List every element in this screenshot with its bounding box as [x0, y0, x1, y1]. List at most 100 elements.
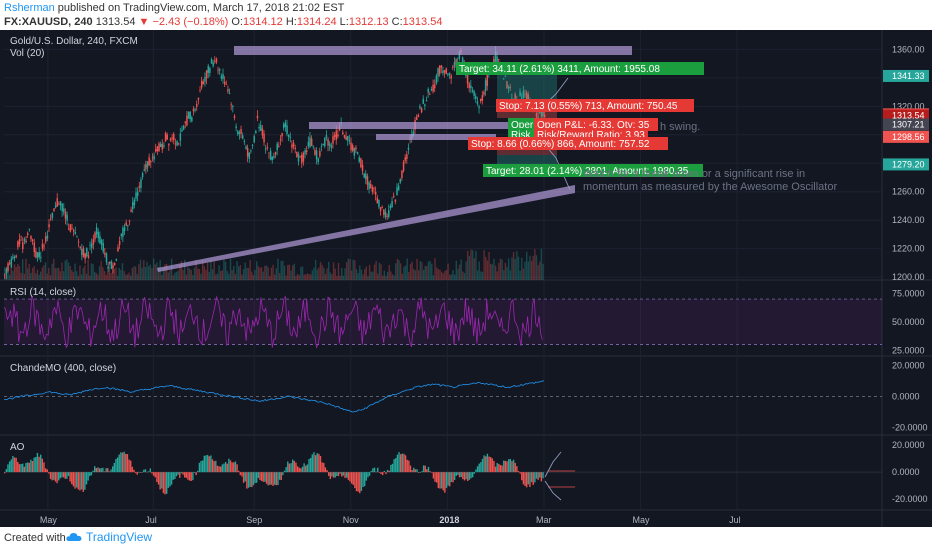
candle-body	[361, 164, 364, 172]
volume-bar	[143, 260, 145, 280]
candle-body	[128, 220, 131, 222]
volume-bar	[395, 263, 397, 280]
volume-bar	[74, 263, 76, 280]
candle-body	[301, 154, 303, 164]
ao-bar	[95, 467, 98, 473]
ao-bar	[103, 471, 106, 473]
candle-body	[120, 234, 123, 236]
x-tick-label: May	[40, 515, 58, 525]
ao-bar	[426, 469, 428, 473]
candle-body	[268, 152, 270, 154]
ao-bar	[311, 454, 314, 473]
x-tick-label: Jul	[729, 515, 741, 525]
ao-bar	[15, 457, 17, 473]
price-tick-label: 1260.00	[892, 187, 925, 197]
candle-body	[294, 147, 297, 149]
volume-bar	[39, 271, 42, 280]
ao-bar	[288, 463, 291, 473]
ao-bar	[326, 470, 328, 473]
ao-bar	[360, 472, 363, 491]
volume-bar	[337, 262, 340, 280]
tradingview-logo[interactable]: TradingView	[66, 530, 152, 544]
candle-body	[327, 139, 329, 146]
volume-bar	[522, 268, 525, 280]
volume-bar	[540, 248, 543, 280]
volume-bar	[449, 274, 451, 280]
candle-body	[127, 225, 129, 226]
rsi-tick-label: 25.0000	[892, 345, 925, 355]
candle-body	[502, 78, 505, 80]
chart-header: Rsherman published on TradingView.com, M…	[0, 0, 932, 30]
volume-bar	[527, 261, 530, 280]
volume-bar	[275, 268, 278, 280]
candle-body	[470, 85, 472, 89]
volume-bar	[224, 261, 227, 280]
candle-body	[26, 233, 29, 236]
candle-body	[45, 236, 47, 242]
candle-body	[235, 126, 237, 129]
ao-bar	[72, 472, 75, 487]
volume-bar	[10, 265, 12, 280]
candle-body	[20, 236, 22, 238]
volume-bar	[233, 265, 235, 280]
high-label: H:	[285, 16, 297, 28]
volume-bar	[463, 273, 466, 280]
ao-bar	[205, 455, 207, 473]
volume-bar	[460, 259, 462, 280]
candle-body	[210, 59, 213, 64]
volume-bar	[201, 260, 204, 280]
candle-body	[484, 80, 487, 92]
candle-body	[401, 170, 403, 179]
symbol-label: FX:XAUUSD, 240	[4, 16, 93, 28]
stop-label-2-bg	[468, 137, 668, 150]
volume-bar	[57, 267, 60, 280]
candle-body	[373, 188, 375, 190]
brand-name: TradingView	[86, 530, 153, 544]
ao-bar	[23, 466, 26, 473]
ao-bar	[71, 472, 73, 485]
volume-bar	[71, 270, 73, 280]
volume-bar	[7, 268, 9, 280]
volume-bar	[519, 270, 521, 280]
candle-body	[304, 150, 306, 154]
ao-bar	[273, 472, 276, 485]
volume-bar	[288, 264, 291, 280]
ao-bar	[64, 472, 66, 479]
candle-body	[317, 158, 319, 163]
volume-bar	[406, 258, 408, 280]
ao-bar	[306, 464, 309, 473]
ao-bar	[467, 472, 469, 482]
author-link[interactable]: Rsherman	[4, 2, 55, 14]
ao-bar	[460, 472, 462, 478]
chart-svg[interactable]: 1200.001220.001240.001260.001280.001300.…	[0, 30, 932, 527]
volume-bar	[341, 268, 343, 280]
x-tick-label: 2018	[439, 515, 459, 525]
candle-body	[542, 111, 544, 117]
target-label-2: Target: 28.01 (2.14%) 2801, Amount: 1980…	[486, 166, 689, 177]
candle-body	[328, 143, 331, 146]
ao-bar	[534, 472, 536, 483]
volume-bar	[368, 264, 371, 280]
candle-body	[519, 91, 521, 96]
volume-bar	[139, 259, 142, 280]
candle-body	[87, 255, 90, 258]
volume-bar	[183, 259, 186, 280]
volume-bar	[25, 258, 27, 280]
candle-body	[374, 191, 377, 195]
volume-bar	[154, 264, 156, 280]
price-change: ▼ −2.43 (−0.18%)	[138, 16, 229, 28]
candle-body	[17, 241, 19, 248]
volume-bar	[33, 266, 35, 280]
candle-body	[391, 201, 393, 208]
candle-body	[200, 80, 203, 88]
volume-bar	[90, 263, 93, 280]
ao-bar	[260, 472, 263, 481]
volume-bar	[107, 271, 109, 280]
chart-area[interactable]: 1200.001220.001240.001260.001280.001300.…	[0, 30, 932, 527]
ao-bar	[170, 472, 173, 485]
candle-body	[422, 98, 425, 104]
candle-body	[302, 152, 305, 162]
volume-bar	[188, 268, 191, 280]
ao-bar	[468, 472, 471, 480]
ao-bar	[229, 460, 232, 473]
